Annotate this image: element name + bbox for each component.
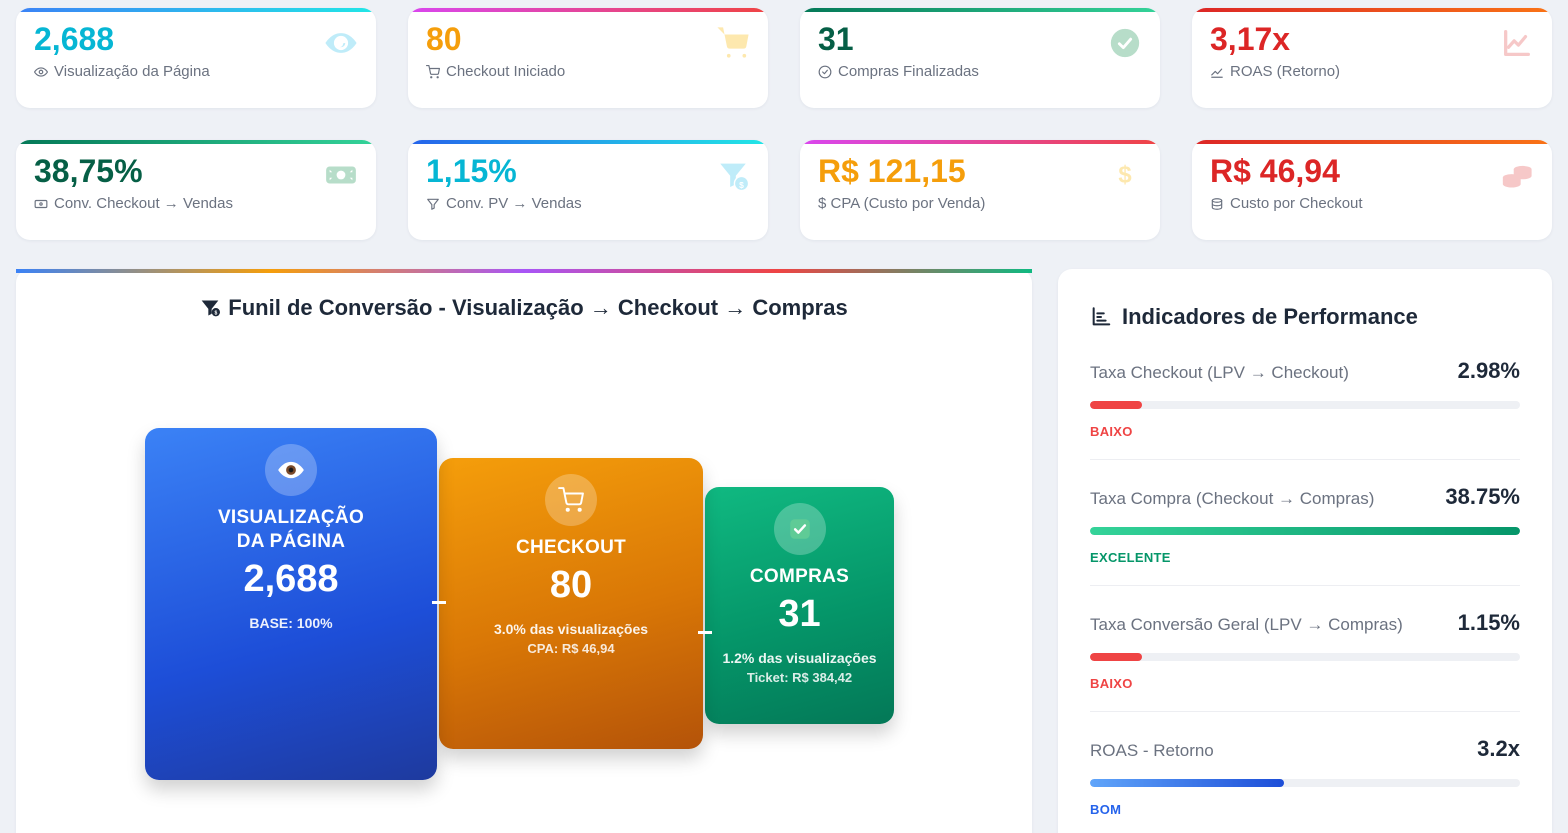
svg-text:$: $ [739,180,744,190]
svg-text:$: $ [215,310,218,316]
svg-text:$: $ [1118,162,1131,188]
